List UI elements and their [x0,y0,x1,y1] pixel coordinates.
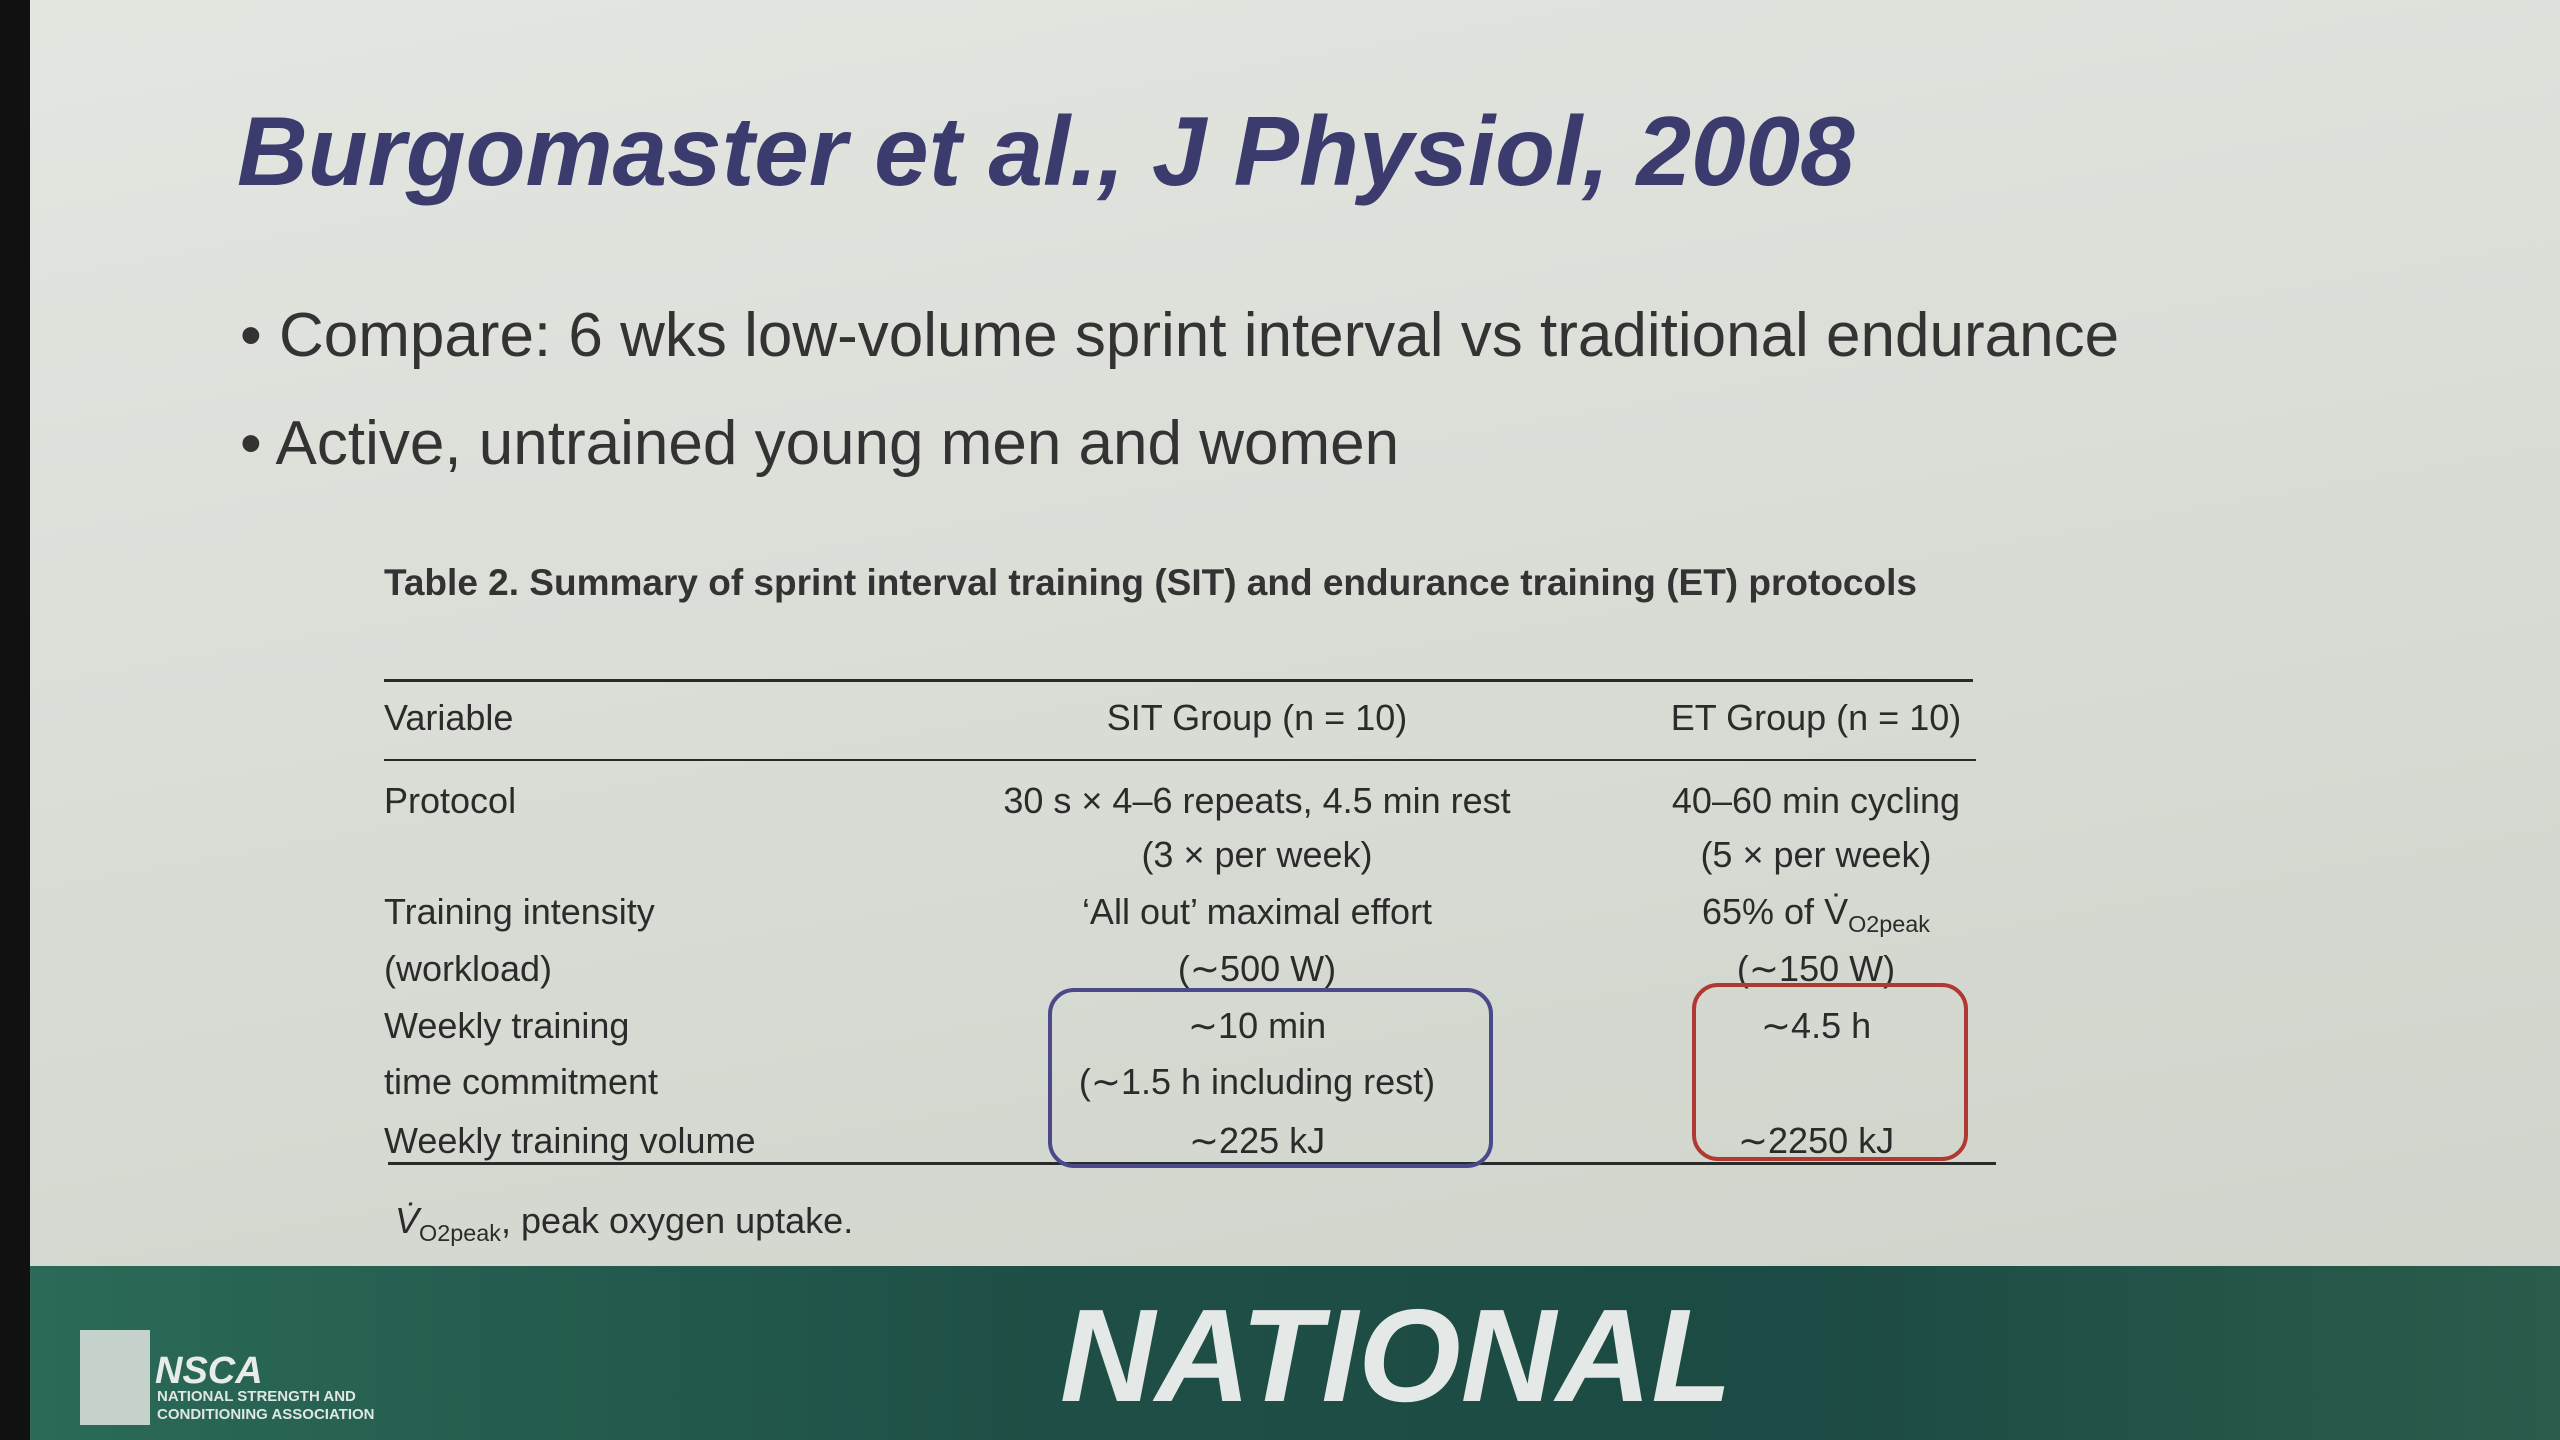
rule [384,759,1976,761]
table-cell: ∼2250 kJ [1737,1120,1895,1161]
table-cell: (workload) [384,948,553,989]
title: Burgomaster et al., J Physiol, 2008 [237,96,1855,206]
table-cell: (5 × per week) [1700,834,1932,875]
logo-text: CONDITIONING ASSOCIATION [157,1406,375,1423]
table-cell: (∼150 W) [1736,948,1896,989]
subscript: O2peak [1848,911,1931,938]
table-cell: 40–60 min cycling [1671,780,1961,821]
bullet-text: Active, untrained young men and women [275,409,1400,478]
table-cell: (∼500 W) [1177,948,1337,989]
logo-text: NSCA [155,1350,263,1392]
column-header: SIT Group (n = 10) [1106,697,1408,738]
footer-band [30,1266,2560,1440]
highlight-box [1692,983,1968,1161]
table-cell: time commitment [384,1061,659,1102]
table-cell: 65% of V̇O2peak [1702,891,1930,938]
table-cell: Protocol [384,780,517,821]
border [0,0,30,1440]
table-cell: Weekly training [384,1005,630,1046]
table-cell: (∼1.5 h including rest) [1078,1061,1436,1102]
table-cell: (3 × per week) [1141,834,1373,875]
banner: NATIONAL [1059,1282,1733,1429]
bullet-text: Compare: 6 wks low-volume sprint interva… [278,301,2120,370]
footnote: V̇O2peak, peak oxygen uptake. [395,1200,853,1247]
rule [388,1162,1996,1165]
table-cell: ‘All out’ maximal effort [1081,891,1433,932]
symbol: V̇ [395,1200,420,1241]
table-cell: Training intensity [384,891,655,932]
table-caption: Table 2. Summary of sprint interval trai… [384,562,1917,603]
footnote-text: , peak oxygen uptake. [500,1200,854,1241]
table-cell: ∼4.5 h [1760,1005,1872,1046]
logo-mark [80,1330,150,1425]
bullet: • Active, untrained young men and women [240,409,1400,478]
subscript: O2peak [419,1220,501,1247]
column-header: Variable [384,697,514,738]
table-cell: ∼225 kJ [1188,1120,1326,1161]
table-cell: ∼10 min [1187,1005,1327,1046]
column-header: ET Group (n = 10) [1670,697,1962,738]
logo-text: NATIONAL STRENGTH AND [157,1388,356,1405]
table-cell: Weekly training volume [384,1120,756,1161]
cell-text: 65% of V̇ [1701,891,1849,932]
table-cell: 30 s × 4–6 repeats, 4.5 min rest [1003,780,1511,821]
highlight-box [1048,988,1493,1168]
bullet: • Compare: 6 wks low-volume sprint inter… [240,301,2120,370]
rule [384,679,1973,682]
